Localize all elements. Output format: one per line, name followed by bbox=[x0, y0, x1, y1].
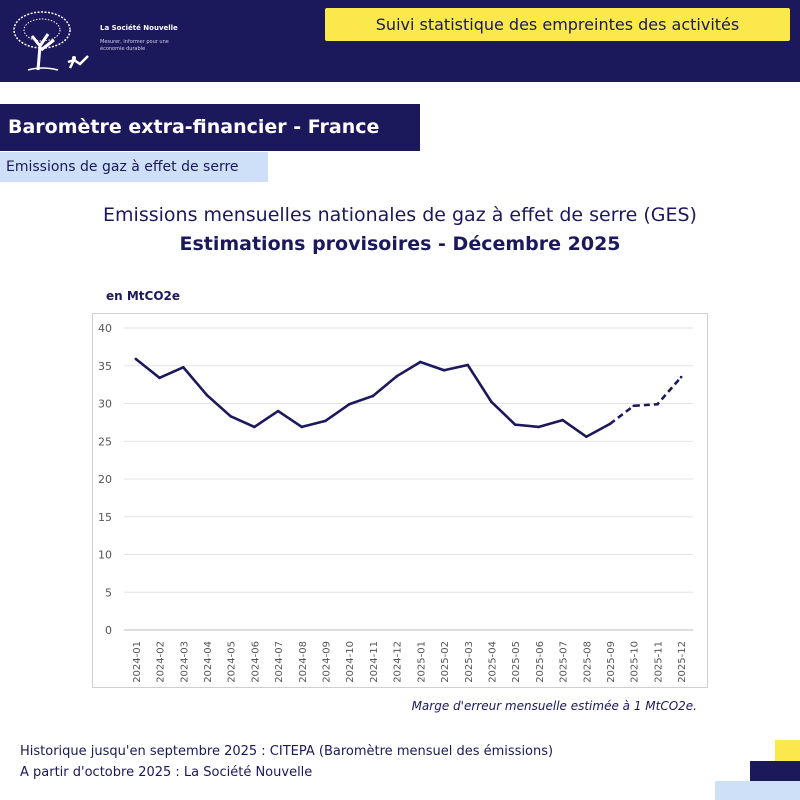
deco-navy-block bbox=[750, 761, 800, 781]
x-tick-label: 2025-04 bbox=[487, 641, 498, 683]
x-tick-label: 2024-11 bbox=[369, 641, 380, 683]
x-tick-label: 2025-11 bbox=[653, 641, 664, 683]
chart-title: Emissions mensuelles nationales de gaz à… bbox=[103, 204, 697, 226]
x-tick-label: 2024-09 bbox=[322, 641, 333, 683]
x-tick-label: 2025-10 bbox=[630, 641, 641, 683]
data-point bbox=[134, 357, 138, 361]
y-tick-label: 15 bbox=[98, 511, 112, 524]
y-axis-unit: en MtCO2e bbox=[106, 289, 181, 303]
section-title: Baromètre extra-financier - France bbox=[0, 104, 420, 151]
section-subtitle: Emissions de gaz à effet de serre bbox=[0, 152, 268, 182]
x-tick-label: 2024-10 bbox=[345, 641, 356, 683]
x-tick-label: 2025-05 bbox=[511, 641, 522, 683]
data-point bbox=[371, 394, 375, 398]
x-tick-label: 2024-04 bbox=[203, 641, 214, 683]
x-tick-label: 2025-01 bbox=[416, 641, 427, 683]
y-tick-label: 10 bbox=[98, 549, 112, 562]
data-point bbox=[229, 415, 232, 418]
data-point bbox=[300, 425, 304, 429]
y-tick-label: 20 bbox=[98, 473, 112, 486]
header-band: La Société Nouvelle Mesurer, informer po… bbox=[0, 0, 800, 82]
series-line-historical bbox=[135, 357, 611, 439]
data-point bbox=[656, 402, 659, 406]
deco-lightblue-block bbox=[715, 781, 800, 800]
x-tick-label: 2025-08 bbox=[582, 641, 593, 683]
x-tick-label: 2025-09 bbox=[606, 641, 617, 683]
x-tick-label: 2025-03 bbox=[464, 641, 475, 683]
x-tick-label: 2024-12 bbox=[393, 641, 404, 683]
x-tick-label: 2024-01 bbox=[132, 641, 143, 683]
chart-frame bbox=[92, 313, 708, 688]
data-point bbox=[324, 419, 327, 423]
y-tick-label: 30 bbox=[98, 398, 112, 411]
x-tick-label: 2024-06 bbox=[250, 641, 261, 683]
x-tick-label: 2024-08 bbox=[298, 641, 309, 683]
brand-name: La Société Nouvelle bbox=[100, 24, 178, 32]
series-line-estimate bbox=[609, 376, 683, 425]
y-tick-label: 0 bbox=[105, 624, 112, 637]
x-tick-label: 2024-02 bbox=[156, 641, 167, 683]
y-tick-label: 5 bbox=[105, 586, 112, 599]
data-point bbox=[347, 402, 351, 406]
data-point bbox=[561, 418, 564, 422]
chart-subtitle: Estimations provisoires - Décembre 2025 bbox=[179, 233, 621, 255]
x-tick-label: 2024-03 bbox=[179, 641, 190, 683]
y-tick-label: 25 bbox=[98, 435, 112, 448]
source-line-2: A partir d'octobre 2025 : La Société Nou… bbox=[20, 765, 313, 780]
data-point bbox=[181, 365, 185, 369]
brand-tagline: Mesurer, informer pour une économie dura… bbox=[100, 39, 169, 52]
x-tick-label: 2025-02 bbox=[440, 641, 451, 683]
x-tick-label: 2024-05 bbox=[227, 641, 238, 683]
data-point bbox=[276, 409, 280, 413]
deco-yellow-block bbox=[775, 740, 800, 761]
x-tick-label: 2025-07 bbox=[559, 641, 570, 683]
data-point bbox=[158, 376, 161, 380]
data-point bbox=[513, 423, 517, 426]
data-point bbox=[395, 375, 398, 378]
x-tick-label: 2024-07 bbox=[274, 641, 285, 683]
data-point bbox=[442, 368, 446, 372]
error-margin-note: Marge d'erreur mensuelle estimée à 1 MtC… bbox=[411, 699, 697, 713]
y-tick-label: 40 bbox=[98, 322, 112, 335]
tree-logo-icon bbox=[13, 11, 89, 71]
data-point bbox=[490, 400, 493, 404]
banner: Suivi statistique des empreintes des act… bbox=[325, 8, 790, 67]
data-point bbox=[253, 425, 256, 429]
source-line-1: Historique jusqu'en septembre 2025 : CIT… bbox=[20, 744, 554, 759]
data-point bbox=[632, 404, 636, 408]
data-point bbox=[466, 363, 470, 367]
data-point bbox=[537, 425, 541, 429]
data-point bbox=[585, 435, 588, 439]
data-point bbox=[679, 375, 683, 379]
data-point bbox=[205, 393, 209, 397]
x-tick-label: 2025-06 bbox=[535, 641, 546, 683]
x-tick-label: 2025-12 bbox=[677, 641, 688, 683]
data-point bbox=[608, 422, 612, 426]
data-point bbox=[419, 360, 422, 364]
y-tick-label: 35 bbox=[98, 360, 112, 373]
